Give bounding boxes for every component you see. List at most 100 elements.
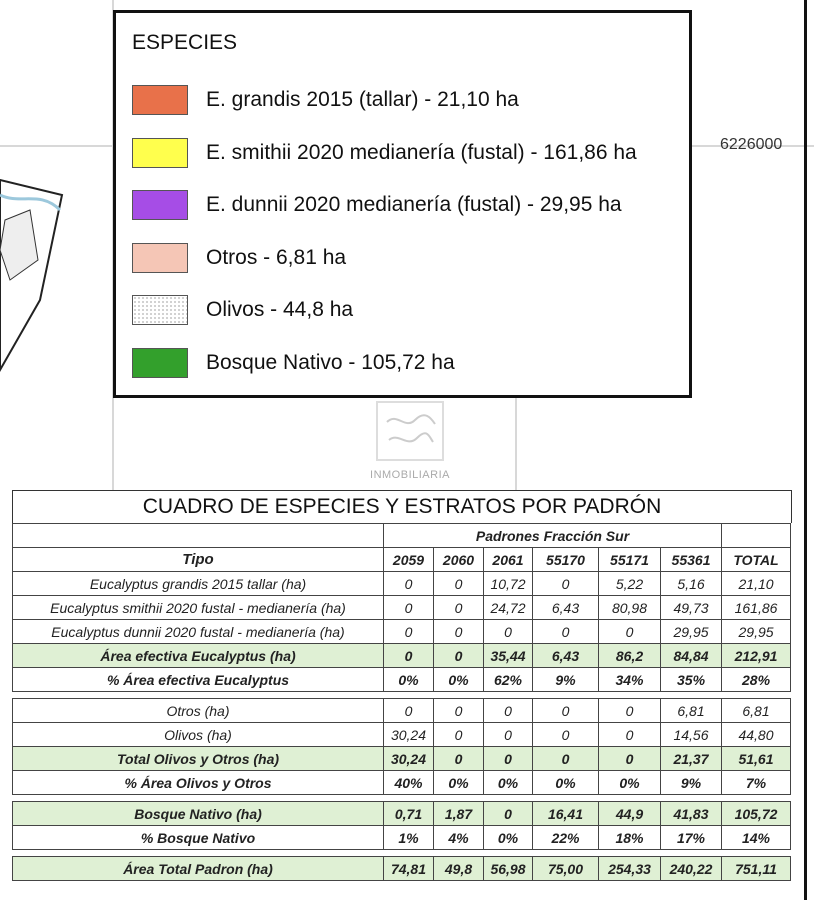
watermark-logo: INMOBILIARIA <box>365 400 455 488</box>
cell-value: 5,16 <box>659 571 723 596</box>
row-label: Eucalyptus grandis 2015 tallar (ha) <box>12 571 384 596</box>
legend-item: Bosque Nativo - 105,72 ha <box>132 346 455 380</box>
legend-label: Otros - 6,81 ha <box>206 245 347 269</box>
cell-value: 4% <box>433 825 484 850</box>
row-label: Total Olivos y Otros (ha) <box>12 746 384 771</box>
cell-value: 6,43 <box>532 643 599 668</box>
cell-value: 0% <box>433 667 484 692</box>
cell-value: 0 <box>483 722 533 747</box>
map-frame-border <box>804 0 807 900</box>
legend-swatch <box>132 137 188 168</box>
cell-value: 751,11 <box>721 856 791 881</box>
legend-item: E. dunnii 2020 medianería (fustal) - 29,… <box>132 188 622 222</box>
table-row: Área efectiva Eucalyptus (ha) 0 0 35,44 6,43… <box>12 643 792 668</box>
cell-value: 0% <box>383 667 434 692</box>
cell-value: 10,72 <box>483 571 533 596</box>
column-header: 55170 <box>532 547 599 572</box>
cell-value: 0 <box>483 746 533 771</box>
cell-value: 0,71 <box>383 801 434 826</box>
cell-value: 56,98 <box>483 856 533 881</box>
cell-value: 0 <box>383 698 434 723</box>
column-header: Tipo <box>12 547 384 572</box>
cell-value: 0 <box>532 722 599 747</box>
row-label: Área efectiva Eucalyptus (ha) <box>12 643 384 668</box>
cell-value: 0 <box>532 571 599 596</box>
cell-value: 0 <box>483 801 533 826</box>
cell-value: 40% <box>383 770 434 795</box>
legend-item: E. grandis 2015 (tallar) - 21,10 ha <box>132 83 519 117</box>
row-label: Olivos (ha) <box>12 722 384 747</box>
cell-value: 41,83 <box>660 801 722 826</box>
cell-value: 0 <box>433 619 484 644</box>
column-header: 55171 <box>598 547 661 572</box>
cell-value: 44,80 <box>721 722 791 747</box>
cell-value: 0 <box>483 619 533 644</box>
cell-value: 62% <box>483 667 533 692</box>
cell-value: 24,72 <box>483 595 533 620</box>
legend-label: E. dunnii 2020 medianería (fustal) - 29,… <box>206 193 622 216</box>
legend-label: E. grandis 2015 (tallar) - 21,10 ha <box>206 88 519 111</box>
column-header: 2060 <box>433 547 484 572</box>
column-header: 2059 <box>383 547 434 572</box>
header-blank <box>721 523 792 548</box>
table-row: % Bosque Nativo 1% 4% 0% 22% 18% 17% 14% <box>12 825 791 850</box>
column-header: 2061 <box>483 547 533 572</box>
cell-value: 105,72 <box>721 801 791 826</box>
species-legend: ESPECIES E. grandis 2015 (tallar) - 21,1… <box>113 10 692 398</box>
cell-value: 18% <box>598 825 661 850</box>
cell-value: 49,8 <box>433 856 484 881</box>
cell-value: 0 <box>598 746 661 771</box>
row-label: Eucalyptus dunnii 2020 fustal - medianer… <box>12 619 384 644</box>
legend-swatch <box>132 190 188 220</box>
table-title: CUADRO DE ESPECIES Y ESTRATOS POR PADRÓN <box>12 490 792 523</box>
row-label: Otros (ha) <box>12 698 384 723</box>
cell-value: 49,73 <box>659 595 723 620</box>
cell-value: 0 <box>532 619 599 644</box>
cell-value: 16,41 <box>532 801 599 826</box>
cell-value: 240,22 <box>660 856 722 881</box>
cell-value: 0 <box>433 698 484 723</box>
cell-value: 0 <box>383 619 434 644</box>
cell-value: 9% <box>660 770 722 795</box>
legend-label: Bosque Nativo - 105,72 ha <box>206 350 455 374</box>
row-label: Área Total Padron (ha) <box>12 856 384 881</box>
cell-value: 22% <box>532 825 599 850</box>
cell-value: 0% <box>483 770 533 795</box>
cell-value: 0 <box>383 595 434 620</box>
cell-value: 29,95 <box>659 619 723 644</box>
legend-title: ESPECIES <box>132 31 238 54</box>
map-gridline <box>515 395 517 490</box>
legend-swatch <box>132 242 188 273</box>
cell-value: 0 <box>433 643 484 668</box>
cell-value: 35,44 <box>483 643 533 668</box>
species-table: CUADRO DE ESPECIES Y ESTRATOS POR PADRÓN… <box>12 490 792 881</box>
cell-value: 86,2 <box>598 643 661 668</box>
cell-value: 0 <box>598 619 661 644</box>
table-row: Área Total Padron (ha) 74,81 49,8 56,98 75,0… <box>12 856 791 881</box>
cell-value: 1% <box>383 825 434 850</box>
cell-value: 0 <box>383 643 434 668</box>
cell-value: 0 <box>433 595 484 620</box>
table-row: Otros (ha) 0 0 0 0 0 6,81 6,81 <box>12 698 791 723</box>
coordinate-label: 6226000 <box>720 136 783 153</box>
watermark-text: INMOBILIARIA <box>370 469 450 481</box>
cell-value: 75,00 <box>532 856 599 881</box>
legend-swatch <box>132 295 188 325</box>
legend-item: Otros - 6,81 ha <box>132 241 346 275</box>
table-row: Eucalyptus grandis 2015 tallar (ha) 0 0 10,… <box>12 571 792 596</box>
header-blank <box>12 523 384 548</box>
cell-value: 6,81 <box>660 698 722 723</box>
cell-value: 34% <box>598 667 661 692</box>
legend-item: Olivos - 44,8 ha <box>132 293 353 327</box>
cell-value: 9% <box>532 667 599 692</box>
cell-value: 0% <box>433 770 484 795</box>
cell-value: 0% <box>598 770 661 795</box>
cell-value: 0 <box>383 571 434 596</box>
cell-value: 51,61 <box>721 746 791 771</box>
table-row: % Área Olivos y Otros 40% 0% 0% 0% 0% 9% 7% <box>12 770 791 795</box>
cell-value: 44,9 <box>598 801 661 826</box>
row-label: % Área efectiva Eucalyptus <box>12 667 384 692</box>
cell-value: 0 <box>532 698 599 723</box>
table-row: Olivos (ha) 30,24 0 0 0 0 14,56 44,80 <box>12 722 791 747</box>
cell-value: 84,84 <box>659 643 723 668</box>
